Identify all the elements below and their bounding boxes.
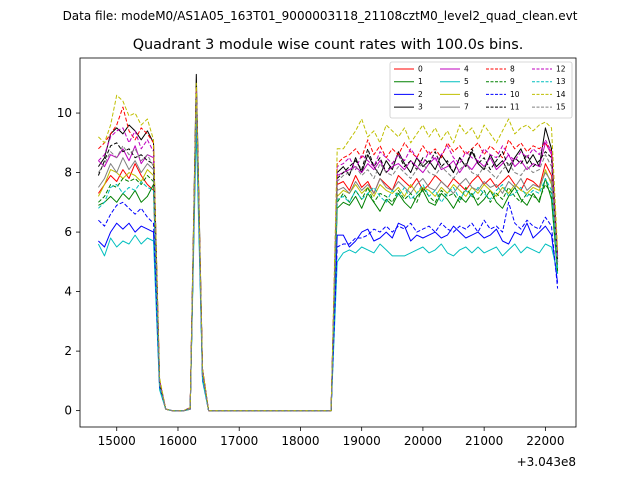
x-tick-label: 21000 [465,434,503,448]
x-offset-label: +3.043e8 [517,455,576,469]
legend-label-12: 12 [556,65,566,74]
legend-label-3: 3 [418,103,423,112]
x-tick-label: 19000 [343,434,381,448]
chart-title: Quadrant 3 module wise count rates with … [133,37,524,53]
data-file-label: Data file: modeM0/AS1A05_163T01_90000031… [63,9,578,23]
series-line-14 [98,82,559,412]
legend-label-7: 7 [464,103,469,112]
y-tick-label: 8 [64,166,72,180]
plot-area [80,58,576,427]
x-tick-label: 16000 [159,434,197,448]
x-tick-label: 15000 [98,434,136,448]
legend-label-1: 1 [418,77,423,86]
x-tick-label: 22000 [526,434,564,448]
x-tick-label: 20000 [404,434,442,448]
x-tick-label: 17000 [220,434,258,448]
legend-label-10: 10 [510,90,520,99]
legend-label-4: 4 [464,65,469,74]
y-tick-label: 6 [64,225,72,239]
legend-label-13: 13 [556,77,566,86]
y-tick-label: 4 [64,285,72,299]
legend-label-9: 9 [510,77,515,86]
legend-label-5: 5 [464,77,469,86]
legend-label-11: 11 [510,103,520,112]
axes-layer: 15000 16000 17000 18000 19000 20000 21000 22000… [57,106,565,448]
x-tick-label: 18000 [281,434,319,448]
legend-label-2: 2 [418,90,423,99]
plot-frame [79,57,577,428]
y-tick-label: 0 [64,404,72,418]
series-line-15 [97,97,559,412]
legend-label-0: 0 [418,65,423,74]
legend-box [389,61,573,119]
series-layer [97,73,559,412]
legend-label-6: 6 [464,90,469,99]
legend-label-14: 14 [556,90,566,99]
y-tick-label: 10 [57,106,72,120]
legend-label-8: 8 [510,65,515,74]
y-tick-label: 2 [64,344,72,358]
legend-label-15: 15 [556,103,566,112]
